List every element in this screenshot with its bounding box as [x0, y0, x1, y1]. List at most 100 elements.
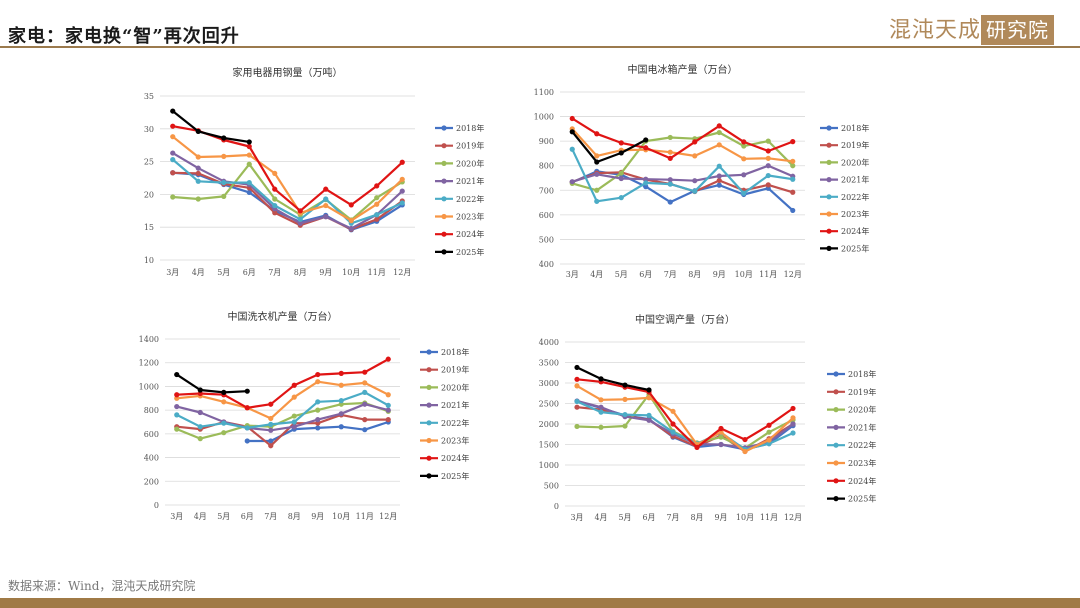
legend-label: 2023年 [841, 209, 869, 219]
x-tick-label: 7月 [268, 268, 281, 277]
data-point [741, 190, 747, 196]
data-point [197, 424, 203, 430]
data-point [338, 411, 344, 417]
y-tick-label: 10 [144, 256, 154, 265]
x-tick-label: 8月 [688, 270, 701, 279]
data-point [268, 415, 274, 422]
data-point [670, 408, 676, 414]
legend-label: 2025年 [841, 243, 869, 253]
x-tick-label: 9月 [311, 512, 324, 521]
data-point [221, 135, 227, 141]
data-point [197, 387, 203, 393]
data-point [374, 195, 380, 201]
data-point [622, 382, 628, 388]
x-tick-label: 9月 [714, 513, 727, 522]
legend-marker [833, 460, 839, 466]
data-point [315, 399, 321, 405]
legend-marker [441, 196, 447, 202]
data-point [170, 157, 176, 163]
data-point [667, 134, 673, 141]
data-point [618, 195, 624, 201]
data-point [221, 430, 227, 436]
data-point [598, 409, 604, 415]
data-point [246, 161, 252, 167]
data-point [574, 423, 580, 430]
data-point [667, 155, 673, 161]
data-point [692, 188, 698, 194]
y-tick-label: 500 [544, 482, 559, 491]
data-point [790, 415, 796, 421]
data-point [694, 444, 700, 450]
legend-label: 2021年 [441, 400, 469, 410]
data-point [790, 405, 796, 412]
data-point [716, 173, 722, 179]
legend-label: 2020年 [441, 382, 469, 392]
series-line [176, 373, 248, 394]
data-point [569, 129, 575, 135]
x-tick-label: 9月 [319, 268, 332, 277]
legend-label: 2025年 [456, 247, 484, 257]
series-line [571, 131, 647, 164]
legend-label: 2022年 [841, 192, 869, 202]
data-point [618, 140, 624, 146]
series-line [176, 413, 389, 447]
legend-label: 2019年 [848, 387, 876, 397]
x-tick-label: 8月 [288, 512, 301, 521]
data-point [399, 200, 405, 206]
data-point [716, 142, 722, 148]
series-line [576, 378, 794, 449]
data-point [643, 145, 649, 151]
y-tick-label: 1500 [539, 441, 559, 450]
legend-label: 2019年 [456, 141, 484, 151]
legend-marker [441, 178, 447, 184]
data-point [246, 179, 252, 186]
y-tick-label: 600 [539, 211, 554, 220]
y-tick-label: 400 [539, 260, 554, 269]
x-tick-label: 12月 [784, 513, 802, 522]
legend-label: 2024年 [441, 453, 469, 463]
data-point [246, 152, 252, 158]
data-point [667, 149, 673, 155]
data-point [244, 405, 250, 411]
data-point [323, 186, 329, 192]
chart-title: 中国洗衣机产量（万台） [228, 310, 338, 323]
data-point [297, 208, 303, 214]
x-tick-label: 4月 [192, 268, 205, 277]
data-point [170, 123, 176, 129]
data-point [741, 143, 747, 149]
data-point [594, 159, 600, 165]
data-point [765, 148, 771, 154]
data-point [315, 417, 321, 423]
data-point [718, 434, 724, 440]
data-point [374, 183, 380, 189]
data-point [742, 448, 748, 455]
y-tick-label: 700 [539, 186, 554, 195]
x-tick-label: 4月 [594, 513, 607, 522]
data-point [170, 170, 176, 176]
y-tick-label: 800 [539, 162, 554, 171]
data-point [574, 404, 580, 410]
data-point [221, 179, 227, 186]
data-point [716, 182, 722, 188]
y-tick-label: 0 [154, 501, 159, 510]
data-point [291, 382, 297, 388]
x-tick-label: 6月 [243, 268, 256, 277]
data-point [646, 387, 652, 393]
title-divider [0, 46, 1080, 48]
data-point [716, 163, 722, 169]
data-point [618, 150, 624, 156]
data-point [643, 180, 649, 186]
y-tick-label: 0 [554, 502, 559, 511]
page-title: 家电：家电换“智”再次回升 [8, 26, 240, 47]
data-point [246, 143, 252, 150]
series-line [172, 152, 404, 230]
series-line [172, 163, 403, 222]
legend-marker [441, 231, 447, 237]
data-point [272, 170, 278, 177]
data-point [362, 401, 368, 407]
legend-marker [826, 211, 832, 217]
x-tick-label: 6月 [241, 512, 254, 521]
data-point [766, 422, 772, 428]
data-point [291, 413, 297, 419]
data-point [790, 158, 796, 164]
